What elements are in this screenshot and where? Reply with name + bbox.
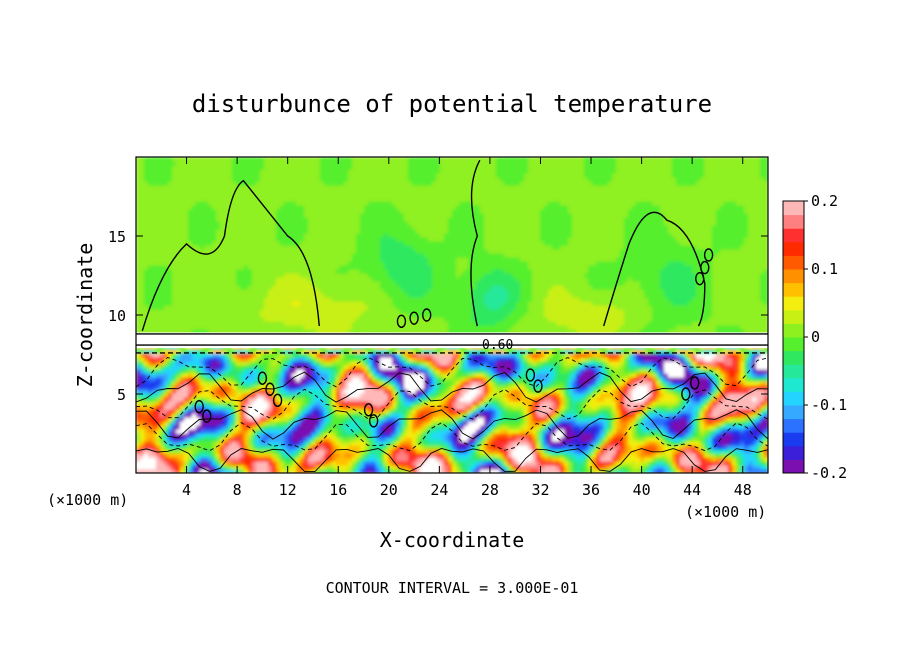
contour-loop — [695, 271, 705, 286]
colorbar-segment — [783, 241, 804, 256]
contour-line — [603, 211, 706, 327]
contour-interval-note: CONTOUR INTERVAL = 3.000E-01 — [326, 579, 579, 597]
x-tick-label: 4 — [182, 481, 191, 499]
colorbar-tick-label: 0.2 — [811, 192, 838, 210]
contour-loop — [194, 399, 204, 414]
contour-loop — [363, 403, 374, 417]
colorbar-segment — [783, 459, 804, 474]
colorbar-segment — [783, 418, 804, 433]
colorbar-segment — [783, 269, 804, 284]
contour-loop — [681, 387, 691, 401]
colorbar-segment — [783, 309, 804, 324]
y-tick-label: 5 — [117, 386, 126, 404]
contour-loop — [257, 371, 268, 385]
colorbar-segment — [783, 214, 804, 229]
y-tick-label: 10 — [108, 307, 126, 325]
x-tick-label: 24 — [430, 481, 448, 499]
x-unit-note-left: (×1000 m) — [47, 491, 128, 509]
x-tick-label: 20 — [380, 481, 398, 499]
chart-title: disturbunce of potential temperature — [192, 90, 712, 118]
colorbar-segment — [783, 282, 804, 297]
colorbar-tick-label: 0.1 — [811, 260, 838, 278]
contour-loop — [700, 260, 710, 275]
contour-line — [136, 422, 768, 452]
x-tick-label: 40 — [633, 481, 651, 499]
colorbar-segment — [783, 201, 804, 216]
contour-loop — [703, 248, 714, 262]
contour-loop — [272, 393, 283, 408]
contour-line — [136, 371, 768, 403]
contour-loop — [409, 311, 419, 325]
x-axis-label: X-coordinate — [380, 528, 525, 552]
x-tick-label: 48 — [734, 481, 752, 499]
colorbar-tick-label: -0.1 — [811, 396, 847, 414]
colorbar-segment — [783, 228, 804, 243]
colorbar — [783, 201, 804, 474]
contour-line — [470, 159, 481, 327]
x-unit-note-right: (×1000 m) — [685, 503, 766, 521]
colorbar-segment — [783, 377, 804, 392]
contour-line — [136, 409, 768, 440]
contour-loop — [202, 409, 212, 423]
inversion-band — [136, 332, 768, 349]
contour-line — [141, 179, 320, 332]
colorbar-segment — [783, 364, 804, 379]
y-axis-label: Z-coordinate — [73, 243, 97, 388]
contour-label: 0.60 — [482, 338, 513, 353]
contour-loop — [689, 376, 700, 390]
contour-line — [136, 388, 768, 420]
x-tick-label: 8 — [233, 481, 242, 499]
colorbar-segment — [783, 337, 804, 352]
colorbar-segment — [783, 432, 804, 447]
contour-loop — [368, 414, 379, 428]
x-tick-label: 32 — [531, 481, 549, 499]
y-axis: 5 10 15 — [108, 228, 768, 404]
x-tick-label: 36 — [582, 481, 600, 499]
contour-loop — [422, 308, 432, 322]
contour-loop — [533, 379, 543, 393]
colorbar-segment — [783, 296, 804, 311]
colorbar-ticks: 0.2 0.1 0 -0.1 -0.2 — [804, 192, 847, 482]
colorbar-segment — [783, 405, 804, 420]
colorbar-tick-label: -0.2 — [811, 464, 847, 482]
y-tick-label: 15 — [108, 228, 126, 246]
contour-loop — [265, 382, 275, 396]
contour-loop — [525, 368, 536, 382]
contour-loop — [396, 314, 407, 329]
x-tick-label: 44 — [683, 481, 701, 499]
colorbar-tick-label: 0 — [811, 328, 820, 346]
contour-line — [136, 356, 768, 388]
plot-area: 0.60 — [136, 157, 768, 473]
colorbar-segment — [783, 255, 804, 270]
colorbar-segment — [783, 323, 804, 338]
contour-line — [136, 448, 768, 472]
x-axis: 4 8 12 16 20 24 28 32 36 40 44 48 — [182, 157, 752, 499]
contour-lines — [136, 159, 768, 472]
colorbar-segment — [783, 445, 804, 460]
colorbar-segment — [783, 350, 804, 365]
colorbar-segment — [783, 391, 804, 406]
x-tick-label: 28 — [481, 481, 499, 499]
x-tick-label: 16 — [329, 481, 347, 499]
x-tick-label: 12 — [279, 481, 297, 499]
